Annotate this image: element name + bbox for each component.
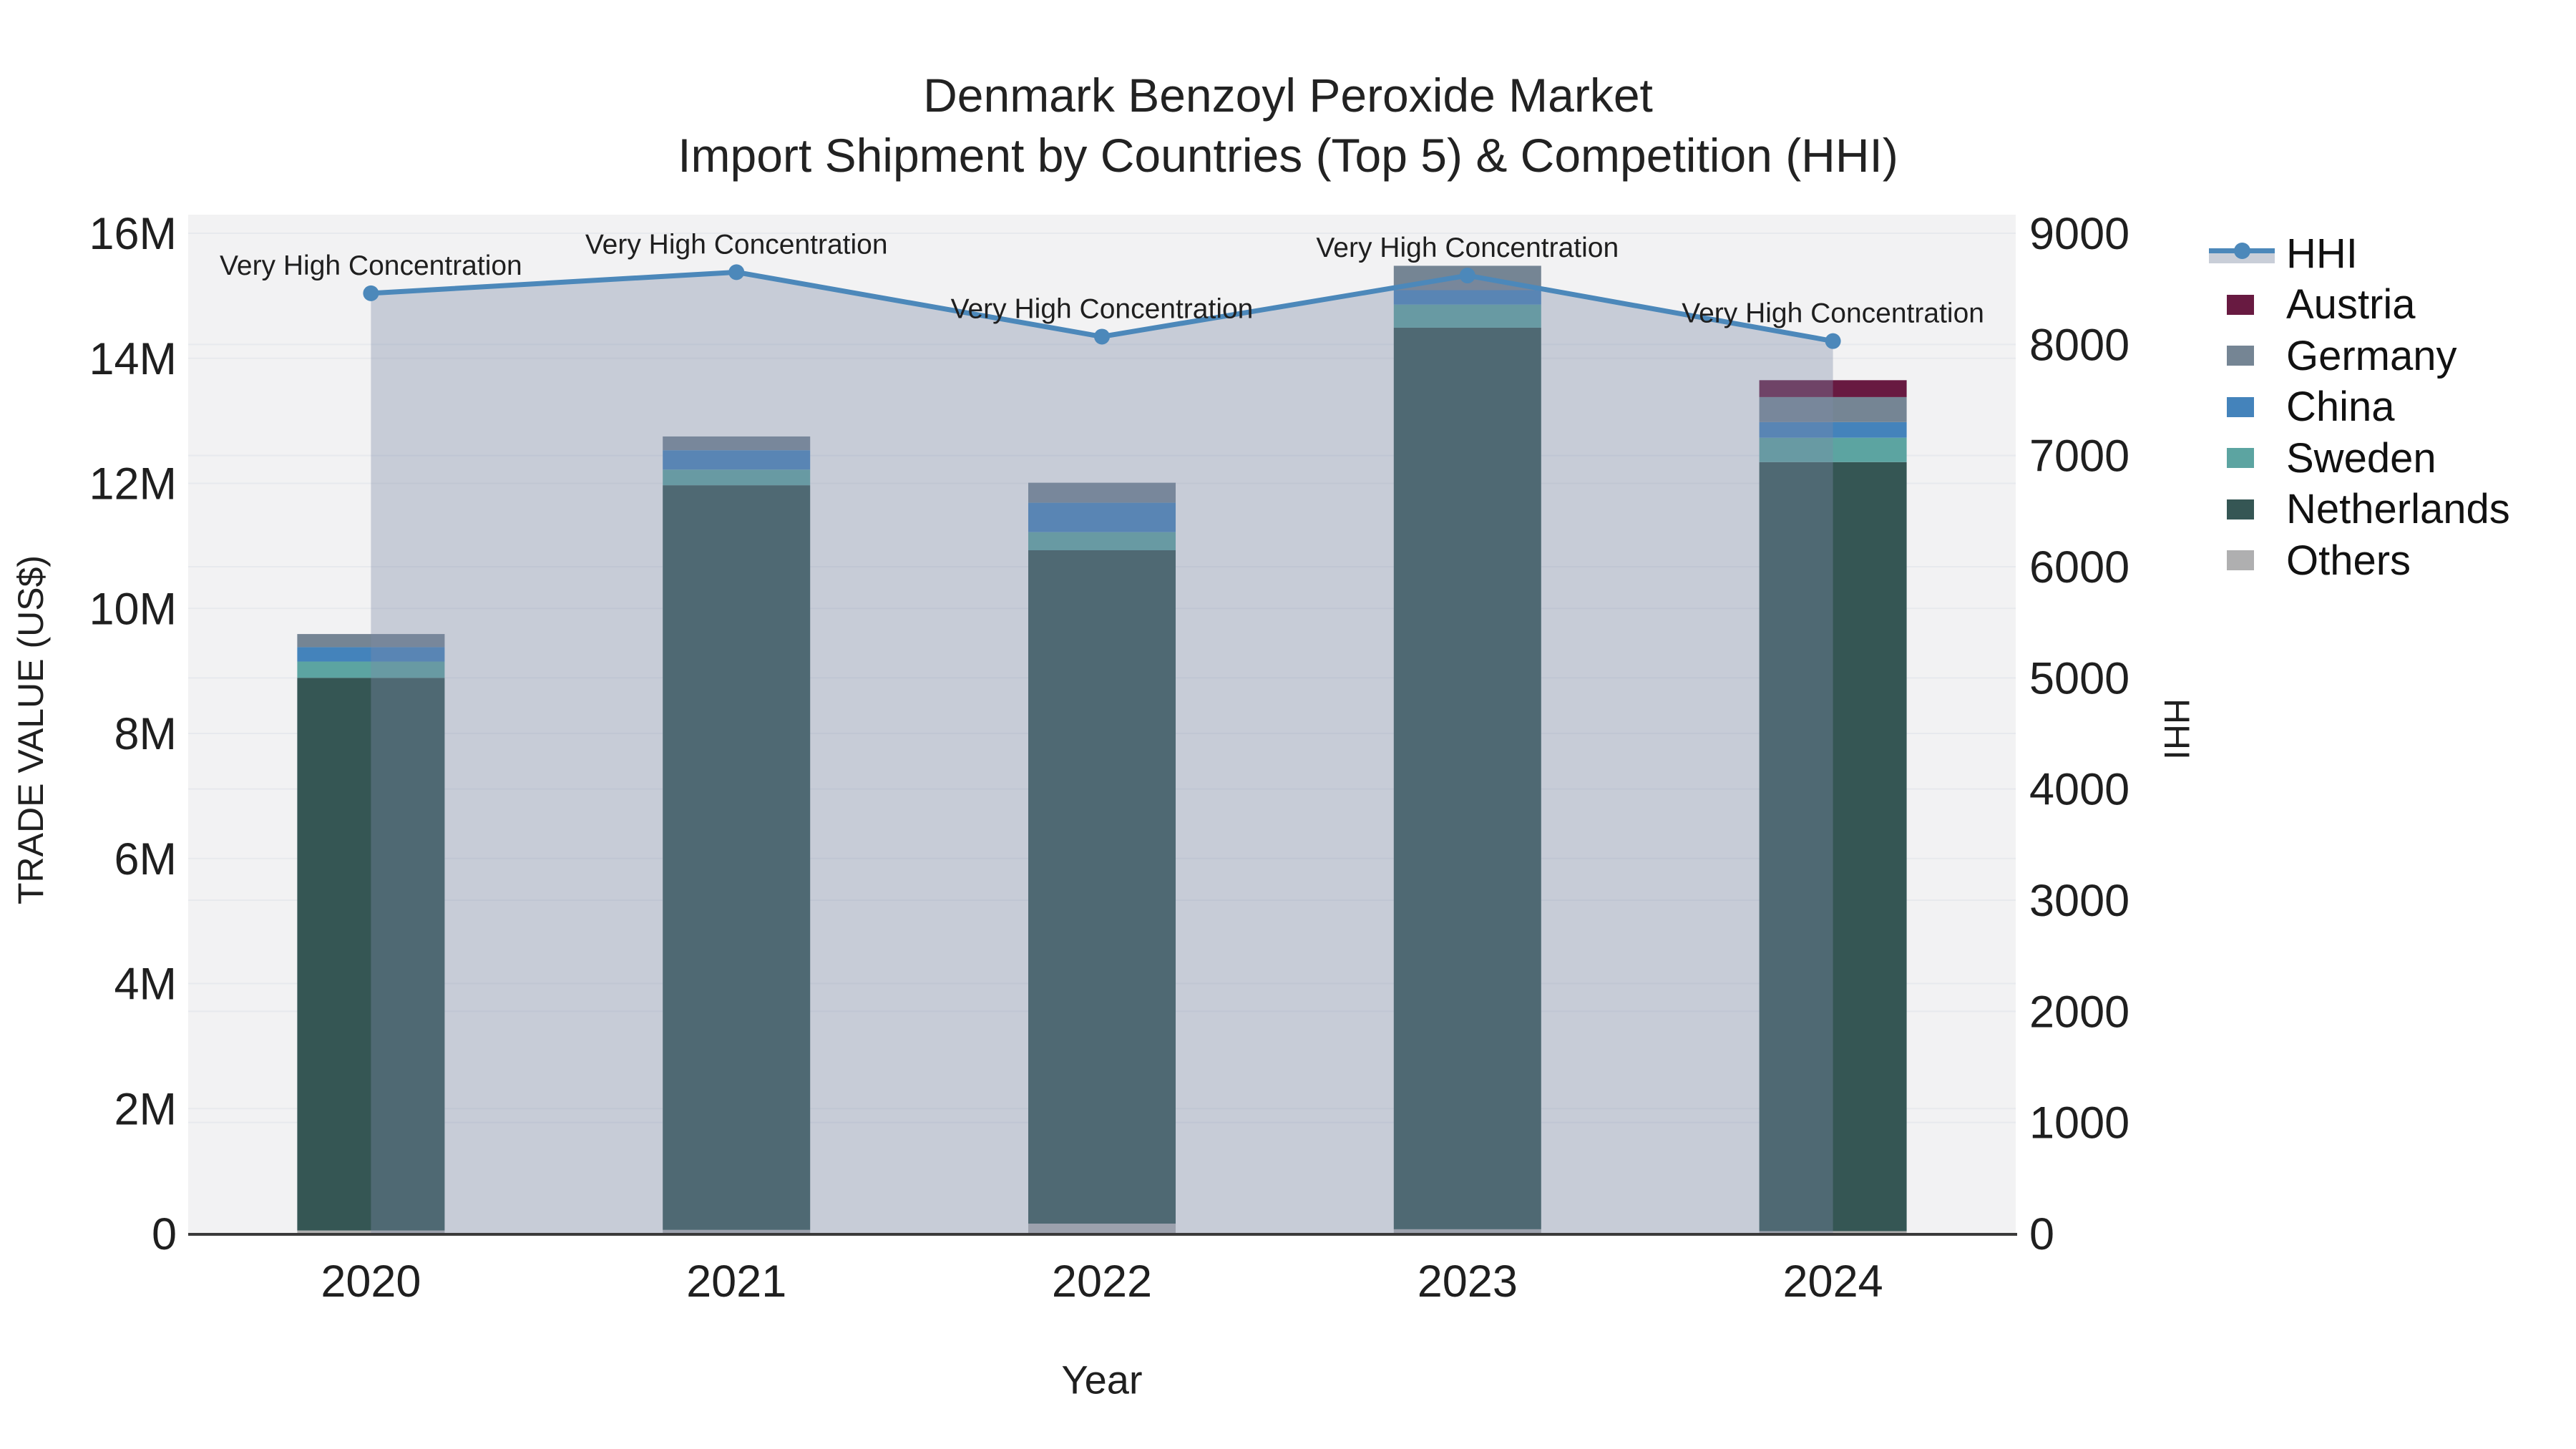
y-right-tick: 9000	[2029, 209, 2129, 259]
bar-2021-china[interactable]	[663, 450, 811, 470]
bar-2022-netherlands[interactable]	[1028, 550, 1176, 1224]
y-right-tick: 1000	[2029, 1098, 2129, 1148]
x-tick-2021: 2021	[686, 1257, 786, 1307]
bar-2023-sweden[interactable]	[1393, 304, 1541, 328]
y-axis-title-left: TRADE VALUE (US$)	[11, 555, 51, 905]
bar-2022-china[interactable]	[1028, 502, 1176, 532]
annotation-2022: Very High Concentration	[951, 293, 1254, 324]
y-axis-title-right: HHI	[2157, 698, 2197, 761]
bar-2020-sweden[interactable]	[297, 661, 445, 678]
bar-2022-others[interactable]	[1028, 1224, 1176, 1234]
legend-label-others: Others	[2286, 537, 2411, 584]
y-right-tick: 2000	[2029, 987, 2129, 1037]
bar-2021-sweden[interactable]	[663, 469, 811, 486]
y-right-tick: 7000	[2029, 431, 2129, 482]
hhi-point-2021[interactable]	[728, 264, 745, 280]
austria-swatch-icon	[2209, 291, 2275, 319]
y-right-tick: 4000	[2029, 765, 2129, 815]
y-right-tick: 3000	[2029, 876, 2129, 926]
bar-2020-others[interactable]	[297, 1230, 445, 1234]
legend-label-hhi: HHI	[2286, 230, 2358, 277]
bar-2024-germany[interactable]	[1759, 396, 1907, 422]
bar-2023-china[interactable]	[1393, 290, 1541, 305]
bar-2021-netherlands[interactable]	[663, 485, 811, 1230]
netherlands-swatch-icon	[2209, 495, 2275, 524]
bar-2023-netherlands[interactable]	[1393, 327, 1541, 1229]
hhi-point-2024[interactable]	[1825, 333, 1841, 349]
x-tick-2024: 2024	[1783, 1257, 1883, 1307]
y-left-tick: 2M	[114, 1084, 177, 1134]
x-tick-2022: 2022	[1052, 1257, 1152, 1307]
hhi-point-2020[interactable]	[363, 285, 379, 301]
y-right-tick: 0	[2029, 1209, 2054, 1259]
x-axis-line	[188, 1233, 2017, 1236]
x-axis-title: Year	[1061, 1357, 1143, 1402]
hhi-line-swatch-icon	[2209, 239, 2275, 268]
x-tick-2020: 2020	[321, 1257, 421, 1307]
annotation-2023: Very High Concentration	[1316, 233, 1619, 263]
y-right-tick: 5000	[2029, 653, 2129, 703]
annotation-2024: Very High Concentration	[1682, 298, 1984, 329]
bar-2024-netherlands[interactable]	[1759, 462, 1907, 1231]
bar-2020-netherlands[interactable]	[297, 678, 445, 1231]
y-left-tick: 10M	[89, 584, 177, 634]
bar-2023-others[interactable]	[1393, 1229, 1541, 1234]
y-right-tick: 6000	[2029, 542, 2129, 592]
bar-2022-sweden[interactable]	[1028, 532, 1176, 550]
chart-title-line1: Denmark Benzoyl Peroxide Market	[923, 69, 1653, 122]
legend-item-germany[interactable]: Germany	[2209, 330, 2457, 381]
bar-2021-others[interactable]	[663, 1229, 811, 1234]
x-tick-2023: 2023	[1418, 1257, 1518, 1307]
sweden-swatch-icon	[2209, 444, 2275, 472]
legend-label-austria: Austria	[2286, 281, 2416, 328]
others-swatch-icon	[2209, 546, 2275, 575]
y-left-tick: 14M	[89, 334, 177, 384]
bar-2024-others[interactable]	[1759, 1231, 1907, 1234]
bar-2024-sweden[interactable]	[1759, 437, 1907, 462]
legend-item-hhi[interactable]: HHI	[2209, 228, 2358, 279]
china-swatch-icon	[2209, 393, 2275, 421]
germany-swatch-icon	[2209, 341, 2275, 370]
bar-2020-china[interactable]	[297, 647, 445, 662]
annotation-2020: Very High Concentration	[220, 250, 522, 281]
legend-item-austria[interactable]: Austria	[2209, 279, 2416, 331]
legend-label-germany: Germany	[2286, 332, 2457, 379]
legend-item-netherlands[interactable]: Netherlands	[2209, 484, 2510, 535]
y-left-tick: 8M	[114, 709, 177, 759]
y-right-tick: 8000	[2029, 320, 2129, 370]
legend-label-sweden: Sweden	[2286, 434, 2436, 482]
y-left-tick: 4M	[114, 960, 177, 1010]
hhi-area-fill	[371, 272, 1833, 1234]
legend-item-sweden[interactable]: Sweden	[2209, 432, 2436, 484]
legend-item-china[interactable]: China	[2209, 381, 2395, 433]
legend-label-china: China	[2286, 384, 2395, 430]
annotation-2021: Very High Concentration	[585, 229, 888, 260]
y-left-tick: 12M	[89, 459, 177, 509]
hhi-point-2022[interactable]	[1094, 328, 1110, 345]
bar-2022-germany[interactable]	[1028, 482, 1176, 503]
legend-item-others[interactable]: Others	[2209, 535, 2411, 586]
hhi-point-2023[interactable]	[1459, 268, 1475, 284]
y-left-tick: 6M	[114, 834, 177, 884]
legend-label-netherlands: Netherlands	[2286, 486, 2510, 532]
bar-2024-china[interactable]	[1759, 421, 1907, 438]
y-left-tick: 16M	[89, 209, 177, 259]
y-left-tick: 0	[152, 1209, 177, 1259]
bar-2021-germany[interactable]	[663, 436, 811, 451]
bar-2024-austria[interactable]	[1759, 380, 1907, 397]
bar-2020-germany[interactable]	[297, 634, 445, 648]
chart-title-line2: Import Shipment by Countries (Top 5) & C…	[678, 129, 1898, 182]
